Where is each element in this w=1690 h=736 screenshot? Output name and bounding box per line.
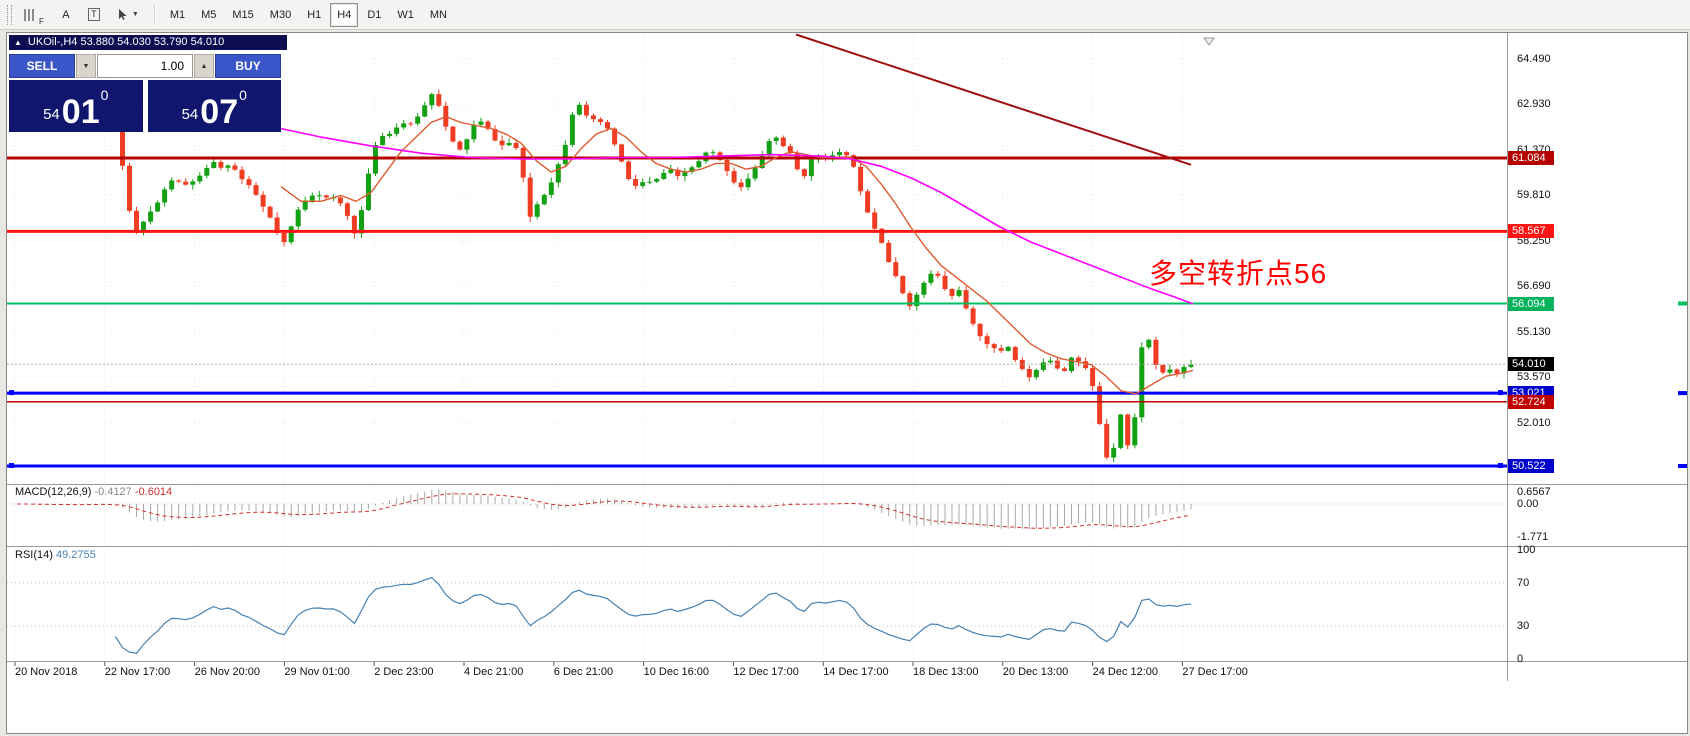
timeframe-h1-button[interactable]: H1	[300, 3, 328, 27]
chart-title-bar[interactable]: ▲ UKOil-,H4 53.880 54.030 53.790 54.010	[9, 35, 287, 50]
macd-value: -0.4127	[94, 486, 132, 498]
timeframe-m30-button[interactable]: M30	[263, 3, 298, 27]
timeframe-group: M1 M5 M15 M30 H1 H4 D1 W1 MN	[163, 2, 454, 27]
macd-indicator-label: MACD(12,26,9) -0.4127 -0.6014	[15, 486, 172, 498]
time-axis[interactable]	[7, 662, 1507, 682]
text-box-icon: T	[88, 8, 100, 21]
volume-decrease-button[interactable]: ▼	[76, 54, 96, 78]
annotation-text[interactable]: 多空转折点56	[1149, 258, 1328, 289]
buy-button[interactable]: BUY	[215, 54, 281, 78]
data-window-button[interactable]: F	[17, 3, 51, 27]
chart-window: 20 Nov 2018 22 Nov 17:00 26 Nov 20:00 29 No…	[6, 32, 1688, 734]
timeframe-m5-button[interactable]: M5	[194, 3, 223, 27]
timeframe-m15-button[interactable]: M15	[225, 3, 260, 27]
macd-name: MACD(12,26,9)	[15, 486, 92, 498]
buy-price-display[interactable]: 54 07 0	[147, 80, 281, 132]
timeframe-h4-button[interactable]: H4	[330, 2, 359, 27]
buy-price-point: 0	[239, 87, 247, 103]
macd-signal-value: -0.6014	[134, 486, 173, 498]
toolbar: F A T ▼ M1 M5 M15 M30 H1 H4 D1 W1 MN	[0, 0, 1690, 30]
rsi-indicator-label: RSI(14) 49.2755	[15, 549, 96, 561]
cursor-icon	[118, 9, 127, 20]
text-label-tool-button[interactable]: A	[53, 3, 79, 27]
price-axis[interactable]	[1508, 33, 1688, 681]
timeframe-w1-button[interactable]: W1	[390, 3, 421, 27]
sell-price-display[interactable]: 54 01 0	[9, 80, 143, 132]
timeframe-mn-button[interactable]: MN	[423, 3, 454, 27]
volume-increase-button[interactable]: ▲	[194, 54, 214, 78]
sell-price-point: 0	[100, 87, 109, 103]
sell-price-major: 54	[43, 106, 60, 123]
toolbar-grip-handle[interactable]	[7, 4, 12, 25]
bar-chart-icon	[24, 8, 35, 21]
rsi-value: 49.2755	[55, 549, 96, 561]
timeframe-d1-button[interactable]: D1	[360, 3, 388, 27]
sell-button[interactable]: SELL	[9, 54, 75, 78]
text-tool-button[interactable]: T	[81, 3, 107, 27]
data-window-label: F	[39, 16, 44, 26]
timeframe-m1-button[interactable]: M1	[163, 3, 192, 27]
buy-price-major: 54	[181, 106, 199, 123]
chevron-down-icon: ▼	[131, 11, 139, 18]
toolbar-separator	[153, 3, 155, 26]
chart-title: UKOil-,H4 53.880 54.030 53.790 54.010	[27, 36, 225, 48]
cursor-tool-dropdown-button[interactable]: ▼	[109, 3, 146, 27]
buy-price-pips: 07	[200, 93, 239, 132]
rsi-name: RSI(14)	[15, 549, 53, 561]
volume-input[interactable]	[97, 54, 193, 78]
sell-price-pips: 01	[61, 93, 100, 132]
chart-plot-area[interactable]	[7, 33, 1689, 683]
collapse-panel-icon[interactable]: ▲	[14, 38, 22, 47]
